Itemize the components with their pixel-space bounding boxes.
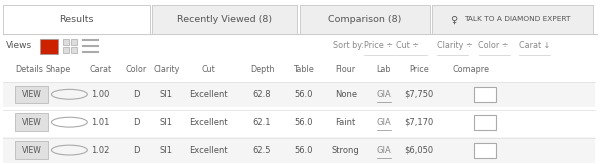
Text: GIA: GIA [377,118,391,127]
Text: Views: Views [6,41,32,50]
Text: $7,170: $7,170 [404,118,433,127]
FancyBboxPatch shape [71,47,77,53]
Text: Shape: Shape [46,65,71,74]
Text: SI1: SI1 [160,118,173,127]
Text: Table: Table [293,65,314,74]
FancyBboxPatch shape [433,5,593,34]
FancyBboxPatch shape [474,143,496,158]
FancyBboxPatch shape [152,5,297,34]
Text: 56.0: 56.0 [295,118,313,127]
Text: D: D [133,146,140,154]
FancyBboxPatch shape [64,39,70,45]
Text: 62.8: 62.8 [253,90,271,99]
Text: None: None [335,90,357,99]
Text: $6,050: $6,050 [404,146,433,154]
Text: SI1: SI1 [160,146,173,154]
Text: Price: Price [409,65,428,74]
Text: 56.0: 56.0 [295,146,313,154]
Text: Price ÷: Price ÷ [364,41,392,50]
Text: Carat ↓: Carat ↓ [519,41,551,50]
Text: TALK TO A DIAMOND EXPERT: TALK TO A DIAMOND EXPERT [464,16,570,22]
Text: Color ÷: Color ÷ [479,41,509,50]
Text: Excellent: Excellent [189,90,227,99]
FancyBboxPatch shape [15,141,49,159]
FancyBboxPatch shape [3,82,595,107]
Text: $7,750: $7,750 [404,90,433,99]
Text: 56.0: 56.0 [295,90,313,99]
Text: Color: Color [126,65,147,74]
Text: VIEW: VIEW [22,90,41,99]
Text: Depth: Depth [250,65,274,74]
Text: Cut ÷: Cut ÷ [396,41,419,50]
FancyBboxPatch shape [3,5,149,34]
Text: Flour: Flour [335,65,356,74]
Text: D: D [133,90,140,99]
Text: 62.1: 62.1 [253,118,271,127]
Text: Details: Details [15,65,43,74]
Text: Cut: Cut [201,65,215,74]
FancyBboxPatch shape [3,110,595,135]
Text: Excellent: Excellent [189,146,227,154]
Text: Recently Viewed (8): Recently Viewed (8) [177,15,272,24]
Text: VIEW: VIEW [22,146,41,154]
FancyBboxPatch shape [474,87,496,102]
Text: 62.5: 62.5 [253,146,271,154]
Text: VIEW: VIEW [22,118,41,127]
FancyBboxPatch shape [40,39,58,54]
FancyBboxPatch shape [64,47,70,53]
Text: Comapre: Comapre [453,65,490,74]
Text: ♀: ♀ [451,14,458,24]
Text: SI1: SI1 [160,90,173,99]
Text: 1.01: 1.01 [91,118,110,127]
FancyBboxPatch shape [474,115,496,130]
Text: Carat: Carat [89,65,112,74]
FancyBboxPatch shape [15,113,49,131]
FancyBboxPatch shape [15,86,49,103]
Text: 1.02: 1.02 [91,146,110,154]
Text: Comparison (8): Comparison (8) [328,15,401,24]
Text: Clarity ÷: Clarity ÷ [437,41,472,50]
Text: D: D [133,118,140,127]
Text: Excellent: Excellent [189,118,227,127]
Text: Strong: Strong [332,146,359,154]
Text: 1.00: 1.00 [91,90,110,99]
Text: GIA: GIA [377,146,391,154]
Text: Clarity: Clarity [153,65,179,74]
FancyBboxPatch shape [71,39,77,45]
Text: Faint: Faint [335,118,356,127]
FancyBboxPatch shape [299,5,430,34]
Text: Sort by:: Sort by: [333,41,364,50]
Text: GIA: GIA [377,90,391,99]
Text: Lab: Lab [377,65,391,74]
Text: Results: Results [59,15,94,24]
FancyBboxPatch shape [3,137,595,163]
